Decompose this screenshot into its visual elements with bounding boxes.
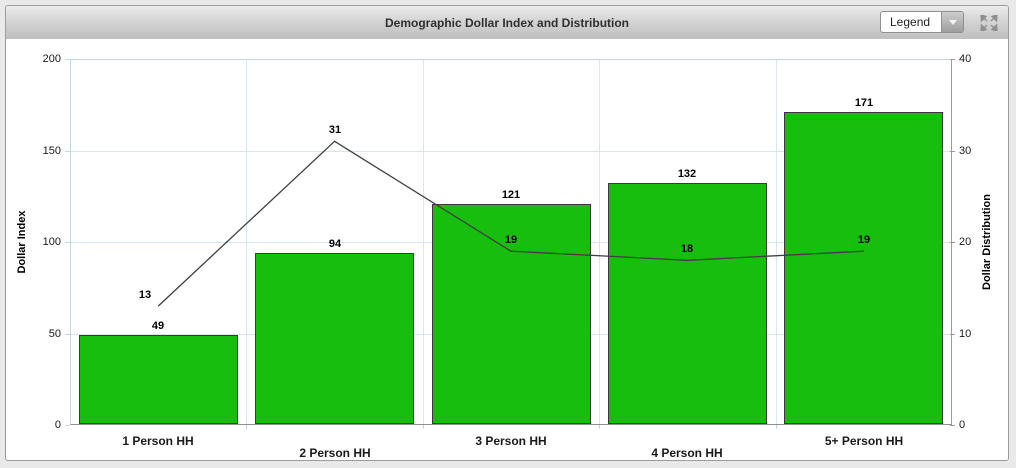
left-axis-tick <box>65 425 70 426</box>
right-axis-tick <box>950 334 955 335</box>
chart-title: Demographic Dollar Index and Distributio… <box>384 15 630 30</box>
legend-dropdown-label: Legend <box>890 15 931 29</box>
x-axis-tick <box>423 425 424 429</box>
right-axis-title: Dollar Distribution <box>981 194 993 290</box>
x-axis-tick <box>599 425 600 429</box>
left-axis-tick <box>65 151 70 152</box>
line-point-label: 13 <box>138 289 152 301</box>
bar <box>255 253 414 424</box>
x-axis-label: 1 Person HH <box>122 434 194 448</box>
left-axis-tick-label: 150 <box>42 145 61 157</box>
right-axis-tick <box>950 425 955 426</box>
bar-value-label: 171 <box>854 97 874 109</box>
expand-arrows-icon <box>980 15 998 31</box>
x-axis-tick <box>776 425 777 429</box>
line-point-label: 18 <box>680 243 694 255</box>
chart-header: Demographic Dollar Index and Distributio… <box>6 6 1008 40</box>
left-axis-tick-label: 200 <box>42 53 61 65</box>
bar-value-label: 49 <box>151 320 165 332</box>
bar-value-label: 121 <box>501 189 521 201</box>
right-axis-tick-label: 30 <box>959 145 972 157</box>
right-axis-tick-label: 0 <box>959 419 966 431</box>
left-axis-tick <box>65 242 70 243</box>
left-axis-tick <box>65 334 70 335</box>
right-axis-tick <box>950 242 955 243</box>
bar-value-label: 132 <box>677 168 697 180</box>
legend-dropdown-button[interactable] <box>941 12 963 32</box>
left-axis-tick-label: 100 <box>42 236 61 248</box>
bar <box>608 183 767 424</box>
right-axis-tick-label: 10 <box>959 328 972 340</box>
right-axis-tick-label: 40 <box>959 53 972 65</box>
left-axis-tick <box>65 59 70 60</box>
bar-value-label: 94 <box>328 238 342 250</box>
x-axis-label: 2 Person HH <box>299 446 371 460</box>
chart-area: Dollar Index Dollar Distribution 0 50 100 1… <box>6 39 1008 460</box>
right-axis-tick-label: 20 <box>959 236 972 248</box>
line-point-label: 31 <box>328 124 342 136</box>
expand-icon[interactable] <box>978 13 1000 33</box>
line-point-label: 19 <box>504 234 518 246</box>
x-axis-label: 5+ Person HH <box>824 434 904 448</box>
legend-dropdown[interactable]: Legend <box>880 11 964 33</box>
x-axis-label: 4 Person HH <box>651 446 723 460</box>
line-point-label: 19 <box>857 234 871 246</box>
bar <box>79 335 238 424</box>
x-axis-tick <box>246 425 247 429</box>
chart-panel: Demographic Dollar Index and Distributio… <box>5 5 1009 461</box>
right-axis-tick <box>950 59 955 60</box>
bar <box>784 112 943 424</box>
right-axis-tick <box>950 151 955 152</box>
x-axis-label: 3 Person HH <box>475 434 547 448</box>
chevron-down-icon <box>948 19 957 25</box>
left-axis-tick-label: 0 <box>54 419 61 431</box>
left-axis-tick-label: 50 <box>48 328 61 340</box>
